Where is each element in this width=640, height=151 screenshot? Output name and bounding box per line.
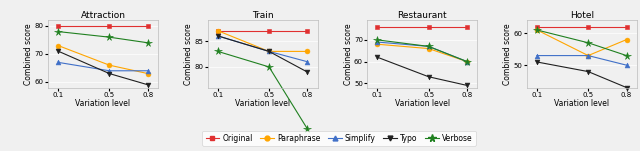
Title: Attraction: Attraction: [81, 11, 125, 20]
Y-axis label: Combined score: Combined score: [24, 23, 33, 85]
X-axis label: Variation level: Variation level: [554, 99, 609, 108]
Title: Hotel: Hotel: [570, 11, 594, 20]
Y-axis label: Combined score: Combined score: [503, 23, 512, 85]
Y-axis label: Combined score: Combined score: [344, 23, 353, 85]
X-axis label: Variation level: Variation level: [76, 99, 131, 108]
Title: Train: Train: [252, 11, 273, 20]
Title: Restaurant: Restaurant: [397, 11, 447, 20]
Legend: Original, Paraphrase, Simplify, Typo, Verbose: Original, Paraphrase, Simplify, Typo, Ve…: [202, 131, 476, 146]
X-axis label: Variation level: Variation level: [395, 99, 450, 108]
Y-axis label: Combined score: Combined score: [184, 23, 193, 85]
X-axis label: Variation level: Variation level: [235, 99, 290, 108]
